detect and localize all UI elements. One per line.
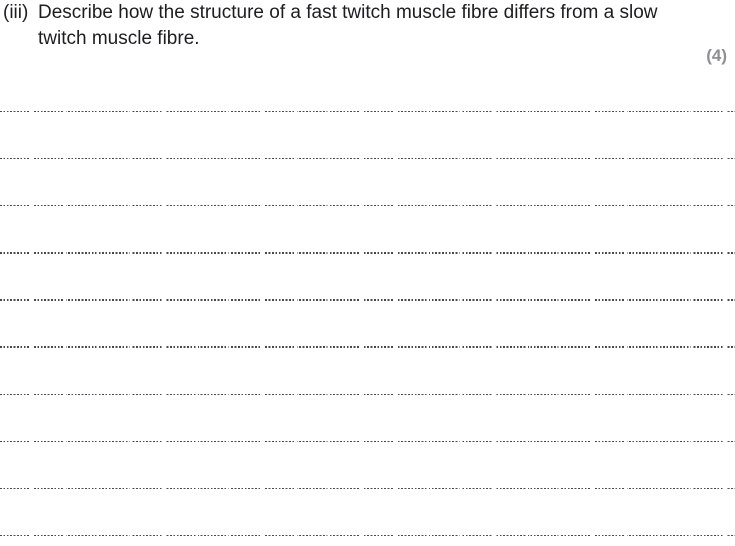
answer-line — [0, 393, 735, 395]
answer-line — [0, 440, 735, 443]
answer-line — [0, 487, 735, 490]
answer-line — [0, 157, 735, 160]
answer-line — [0, 535, 735, 537]
marks-label: (4) — [706, 46, 727, 65]
question-block: (iii) Describe how the structure of a fa… — [3, 0, 683, 52]
answer-line — [0, 346, 735, 348]
answer-line — [0, 110, 735, 113]
answer-line — [0, 299, 735, 301]
answer-line — [0, 252, 735, 254]
question-text: Describe how the structure of a fast twi… — [38, 2, 658, 49]
answer-line — [0, 205, 735, 207]
question-number: (iii) — [3, 2, 29, 23]
